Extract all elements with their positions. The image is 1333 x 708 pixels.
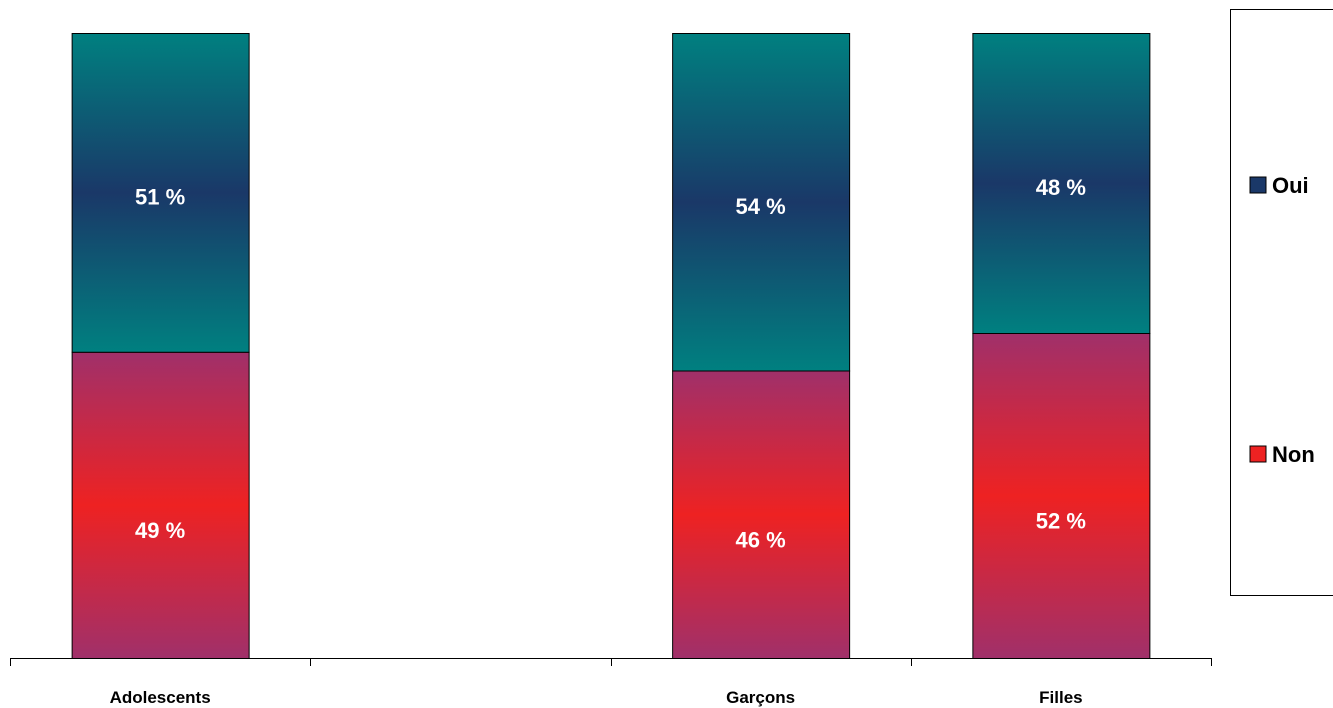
data-label-non-adolescents: 49 %	[135, 518, 185, 543]
tick-label-filles: Filles	[1039, 688, 1082, 707]
legend-box	[1230, 9, 1333, 596]
data-label-oui-filles: 48 %	[1036, 175, 1086, 200]
legend: Oui Non	[1230, 9, 1333, 596]
data-label-non-filles: 52 %	[1036, 509, 1086, 534]
x-axis	[10, 658, 1212, 666]
legend-swatch-oui	[1249, 176, 1267, 194]
bar-non-adolescents	[71, 351, 250, 659]
data-label-oui-garcons: 54 %	[736, 194, 786, 219]
legend-swatch-non	[1249, 445, 1267, 463]
tick-label-garcons: Garçons	[726, 688, 795, 707]
bar-oui-garcons	[672, 33, 851, 372]
bar-non-garcons	[672, 370, 851, 659]
bar-oui-adolescents	[71, 33, 250, 353]
data-label-non-garcons: 46 %	[736, 527, 786, 552]
bar-non-filles	[972, 333, 1151, 659]
bar-oui-filles	[972, 33, 1151, 334]
data-label-oui-adolescents: 51 %	[135, 184, 185, 209]
tick-label-adolescents: Adolescents	[110, 688, 211, 707]
legend-label-non: Non	[1272, 442, 1315, 467]
category-labels: Adolescents Garçons Filles	[110, 688, 1083, 707]
bars-layer: 49 % 51 % 46 % 54 % 52 % 48 %	[71, 33, 1151, 659]
legend-label-oui: Oui	[1272, 173, 1309, 198]
